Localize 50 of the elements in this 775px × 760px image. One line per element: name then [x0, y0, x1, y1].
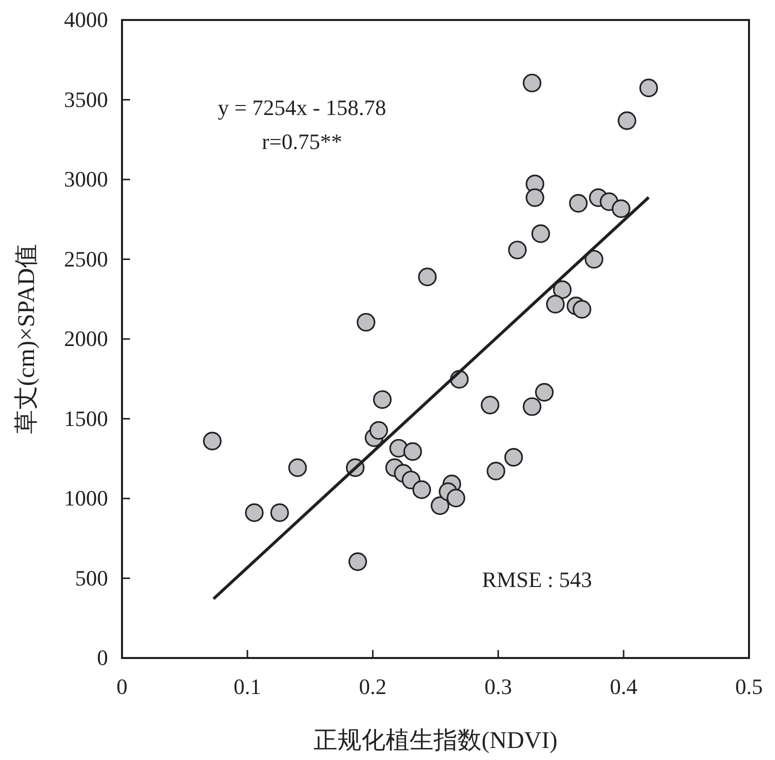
point [288, 458, 307, 478]
x-tick-label: 0.3 [484, 674, 512, 699]
y-tick-label: 3500 [64, 86, 108, 112]
point [618, 111, 636, 130]
y-tick-label: 1500 [64, 406, 108, 431]
point [526, 188, 544, 207]
point [430, 496, 450, 515]
y-tick-label: 4000 [64, 7, 108, 32]
point [446, 488, 466, 508]
x-tick-label: 0 [116, 674, 128, 699]
point [412, 480, 432, 500]
x-tick-label: 0.1 [234, 674, 262, 699]
y-axis-title: 草丈(cm)×SPAD值 [14, 244, 40, 434]
annotation: RMSE : 543 [482, 567, 592, 592]
annotation: r=0.75** [262, 129, 342, 154]
y-tick-label: 3000 [64, 166, 108, 192]
point [572, 300, 592, 319]
annotation: y = 7254x - 158.78 [218, 95, 386, 120]
y-tick-label: 2000 [64, 326, 108, 351]
point [522, 74, 542, 92]
point [403, 442, 422, 461]
point [569, 194, 588, 213]
point [531, 224, 550, 244]
point [480, 396, 500, 414]
point [486, 462, 506, 480]
point [504, 448, 523, 467]
x-tick-label: 0.4 [610, 674, 638, 699]
point [244, 503, 264, 522]
y-tick-label: 1000 [64, 486, 108, 510]
point [639, 78, 658, 98]
point [535, 382, 554, 402]
x-tick-label: 0.2 [359, 674, 387, 699]
point [270, 503, 289, 522]
point [522, 397, 542, 416]
point [552, 280, 572, 300]
y-tick-label: 0 [97, 645, 108, 670]
point [584, 250, 604, 269]
point [356, 312, 376, 332]
point [202, 432, 222, 450]
point [418, 268, 437, 286]
y-tick-label: 2500 [64, 246, 108, 272]
x-tick-label: 0.5 [735, 674, 763, 699]
point [546, 294, 565, 314]
point [373, 390, 392, 409]
point [612, 199, 630, 218]
point [508, 240, 527, 260]
point [348, 552, 368, 571]
point [369, 421, 388, 440]
x-axis-title: 正规化植生指数(NDVI) [314, 728, 558, 754]
y-tick-label: 500 [75, 565, 108, 590]
